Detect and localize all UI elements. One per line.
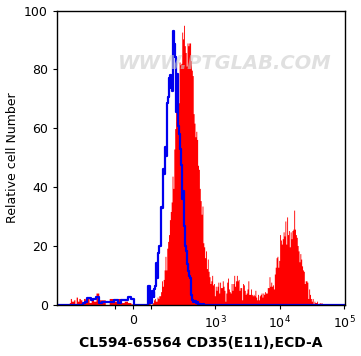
X-axis label: CL594-65564 CD35(E11),ECD-A: CL594-65564 CD35(E11),ECD-A [79, 336, 323, 350]
Text: WWW.PTGLAB.COM: WWW.PTGLAB.COM [117, 54, 331, 73]
Y-axis label: Relative cell Number: Relative cell Number [5, 93, 18, 223]
